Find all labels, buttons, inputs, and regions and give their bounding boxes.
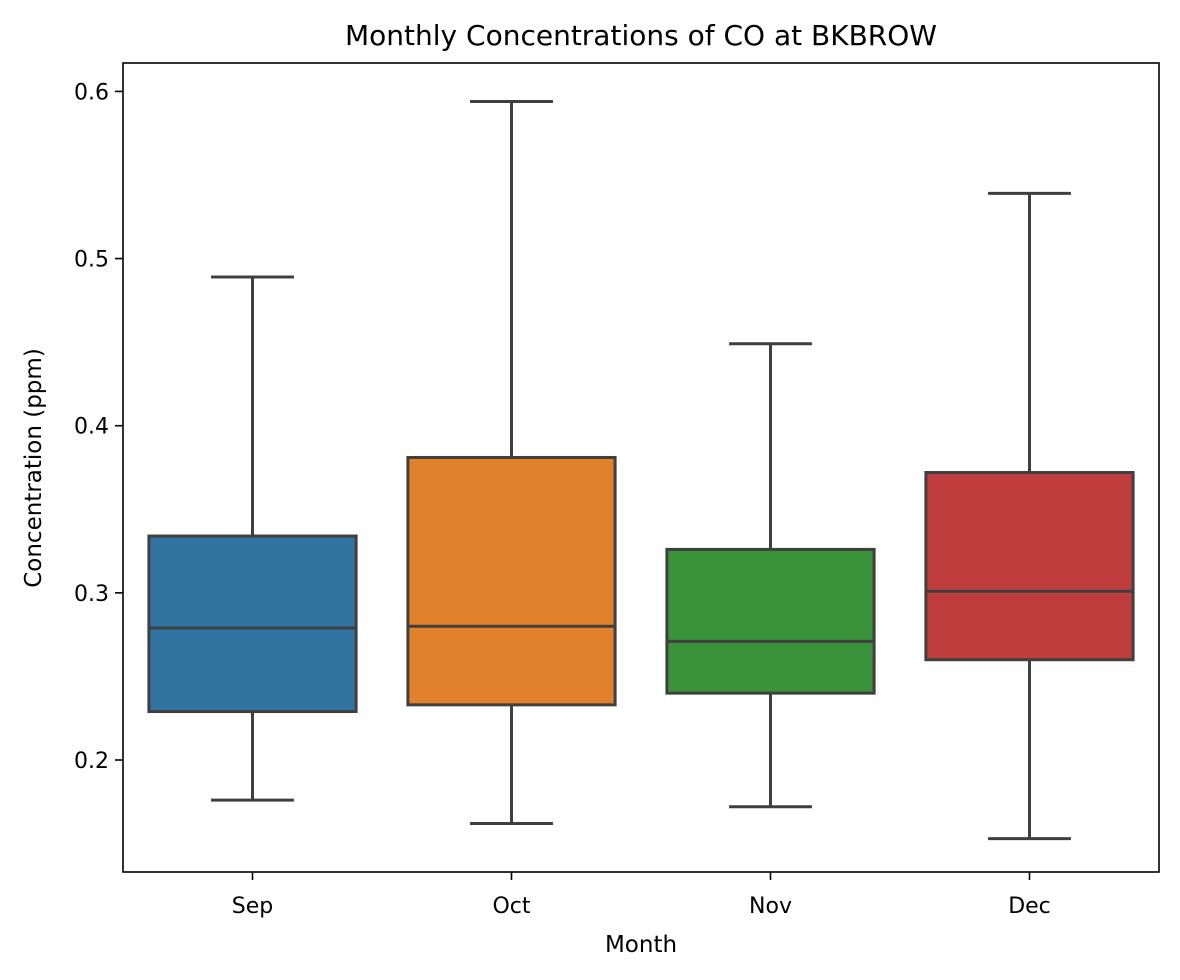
chart-title: Monthly Concentrations of CO at BKBROW	[345, 19, 937, 52]
y-tick-label: 0.6	[74, 80, 109, 105]
box-group-oct	[406, 99, 617, 826]
axes-frame	[122, 62, 1160, 873]
y-tick-label: 0.2	[74, 749, 109, 774]
x-tick-label: Sep	[232, 894, 273, 919]
y-tick-label: 0.3	[74, 582, 109, 607]
x-axis-label: Month	[605, 932, 677, 958]
box-group-nov	[665, 342, 876, 809]
box-group-sep	[147, 275, 358, 802]
iqr-box	[665, 547, 876, 695]
box-group-dec	[924, 191, 1135, 841]
x-tick-label: Dec	[1008, 894, 1051, 919]
iqr-box	[147, 534, 358, 714]
iqr-box	[406, 455, 617, 707]
x-tick-label: Oct	[492, 894, 530, 919]
x-tick-label: Nov	[749, 894, 792, 919]
iqr-box	[924, 471, 1135, 662]
y-axis: 0.2 0.3 0.4 0.5 0.6	[74, 80, 123, 774]
y-axis-label: Concentration (ppm)	[21, 348, 47, 588]
x-axis: Sep Oct Nov Dec	[232, 872, 1051, 919]
y-tick-label: 0.5	[74, 248, 109, 273]
y-tick-label: 0.4	[74, 415, 109, 440]
plot-area	[147, 99, 1135, 841]
